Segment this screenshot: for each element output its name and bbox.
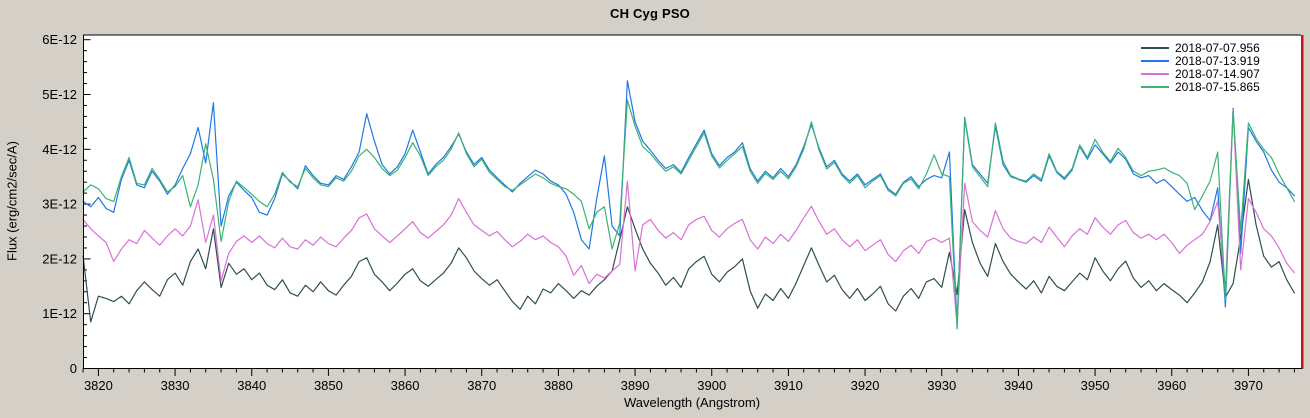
x-tick-label: 3950 <box>1081 378 1110 393</box>
series-line-2018-07-15.865 <box>82 99 1296 330</box>
legend-swatch <box>1141 85 1169 88</box>
legend-swatch <box>1141 72 1169 75</box>
legend: 2018-07-07.956 2018-07-13.919 2018-07-14.9… <box>1141 40 1260 94</box>
x-tick-label: 3970 <box>1234 378 1263 393</box>
y-axis-title: Flux (erg/cm2/sec/A) <box>4 141 20 262</box>
y-tick-label: 2E-12 <box>42 251 77 266</box>
legend-swatch <box>1141 59 1169 62</box>
x-axis: 3820 3830 3840 3850 3860 3870 3880 3890 3900 3910… <box>82 368 1295 393</box>
chart-title: CH Cyg PSO <box>609 6 690 21</box>
y-tick-label: 3E-12 <box>42 197 77 212</box>
x-tick-label: 3930 <box>927 378 956 393</box>
right-border-red-line <box>1301 35 1304 369</box>
x-tick-label: 3820 <box>84 378 113 393</box>
legend-entry: 2018-07-14.907 <box>1141 66 1260 81</box>
y-tick-label: 1E-12 <box>42 306 77 321</box>
x-tick-label: 3880 <box>544 378 573 393</box>
x-tick-label: 3870 <box>467 378 496 393</box>
legend-swatch <box>1141 46 1169 49</box>
x-tick-label: 3960 <box>1157 378 1186 393</box>
legend-entry: 2018-07-13.919 <box>1141 53 1260 68</box>
y-tick-label: 4E-12 <box>42 142 77 157</box>
legend-label: 2018-07-15.865 <box>1175 79 1260 94</box>
x-tick-label: 3890 <box>621 378 650 393</box>
plot-area <box>83 35 1301 369</box>
y-tick-label: 0 <box>70 361 77 376</box>
legend-entry: 2018-07-15.865 <box>1141 79 1260 94</box>
legend-entry: 2018-07-07.956 <box>1141 40 1260 55</box>
series-line-2018-07-07.956 <box>82 178 1296 323</box>
x-tick-label: 3840 <box>237 378 266 393</box>
x-tick-label: 3940 <box>1004 378 1033 393</box>
series-lines <box>82 80 1296 330</box>
x-tick-label: 3920 <box>851 378 880 393</box>
y-tick-label: 6E-12 <box>42 32 77 47</box>
x-tick-label: 3850 <box>314 378 343 393</box>
x-tick-label: 3910 <box>774 378 803 393</box>
x-tick-label: 3900 <box>697 378 726 393</box>
series-line-2018-07-14.907 <box>82 109 1296 326</box>
x-axis-title: Wavelength (Angstrom) <box>623 395 761 410</box>
x-tick-label: 3830 <box>161 378 190 393</box>
legend-label: 2018-07-14.907 <box>1175 66 1260 81</box>
x-tick-label: 3860 <box>391 378 420 393</box>
legend-label: 2018-07-07.956 <box>1175 40 1260 55</box>
legend-label: 2018-07-13.919 <box>1175 53 1260 68</box>
y-tick-label: 5E-12 <box>42 87 77 102</box>
plot-border <box>83 34 1304 369</box>
